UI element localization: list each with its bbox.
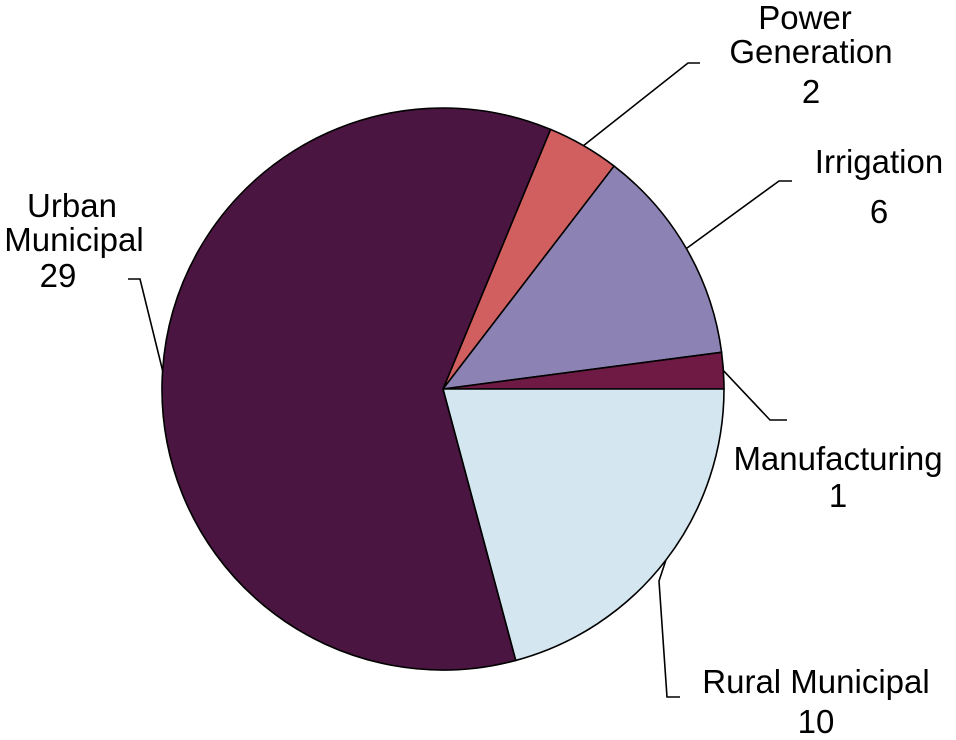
label-power-line-2: Generation xyxy=(729,33,892,70)
leader-line-rural xyxy=(658,559,680,698)
pie-slice-rural xyxy=(441,388,725,662)
label-urban-line-2: Municipal xyxy=(4,221,143,258)
label-irrigation-line-1: Irrigation xyxy=(815,143,943,180)
value-label-manufacturing: 1 xyxy=(829,477,847,514)
label-manufacturing-line-1: Manufacturing xyxy=(733,440,942,477)
pie-slice-irrigation xyxy=(441,164,723,391)
value-label-rural: 10 xyxy=(798,703,835,740)
label-manufacturing: Manufacturing 1 xyxy=(733,440,942,514)
leader-line-irrigation xyxy=(685,180,792,250)
pie-slices xyxy=(161,107,725,671)
value-label-power: 2 xyxy=(802,73,820,110)
leader-line-urban xyxy=(128,278,164,371)
label-urban-line-1: Urban xyxy=(27,187,117,224)
label-power-generation: Power Generation 2 xyxy=(729,0,892,110)
label-rural-municipal: Rural Municipal 10 xyxy=(702,663,929,740)
label-rural-line-1: Rural Municipal xyxy=(702,663,929,700)
leader-line-manufacturing xyxy=(722,370,787,421)
label-irrigation: Irrigation 6 xyxy=(815,143,943,230)
label-power-line-1: Power xyxy=(758,0,852,36)
pie-slice-urban xyxy=(161,107,552,671)
value-label-urban: 29 xyxy=(40,257,77,294)
label-urban-municipal: Urban Municipal 29 xyxy=(4,187,143,294)
leader-lines xyxy=(128,62,792,698)
value-label-irrigation: 6 xyxy=(870,193,888,230)
leader-line-power xyxy=(583,62,700,147)
